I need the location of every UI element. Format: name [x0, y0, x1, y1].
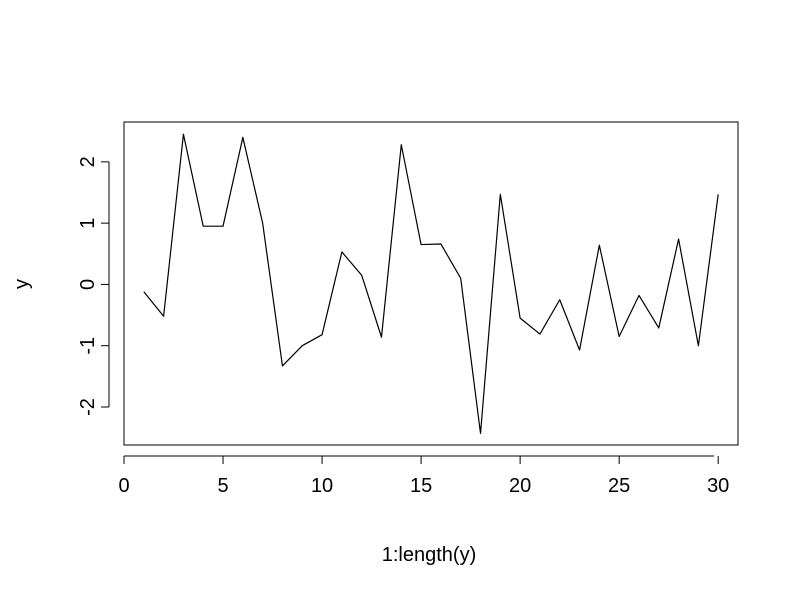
y-axis-label: y — [11, 279, 33, 289]
x-tick-label: 15 — [410, 475, 432, 497]
x-tick-label: 5 — [217, 475, 228, 497]
x-tick-label: 0 — [118, 475, 129, 497]
y-tick-label: 2 — [77, 156, 99, 167]
y-tick-label: 0 — [77, 279, 99, 290]
x-tick-label: 20 — [509, 475, 531, 497]
x-axis-label: 1:length(y) — [382, 544, 477, 566]
x-tick-label: 10 — [311, 475, 333, 497]
x-tick-label: 25 — [608, 475, 630, 497]
y-axis: -2 -1 0 1 2 — [77, 156, 110, 416]
x-axis: 0 5 10 15 20 25 30 — [118, 455, 729, 497]
series-group — [143, 133, 719, 434]
plot-box — [123, 121, 739, 446]
series-line — [143, 133, 719, 434]
x-tick-label: 30 — [707, 475, 729, 497]
y-tick-label: 1 — [77, 218, 99, 229]
y-tick-label: -2 — [77, 398, 99, 416]
y-tick-label: -1 — [77, 337, 99, 355]
